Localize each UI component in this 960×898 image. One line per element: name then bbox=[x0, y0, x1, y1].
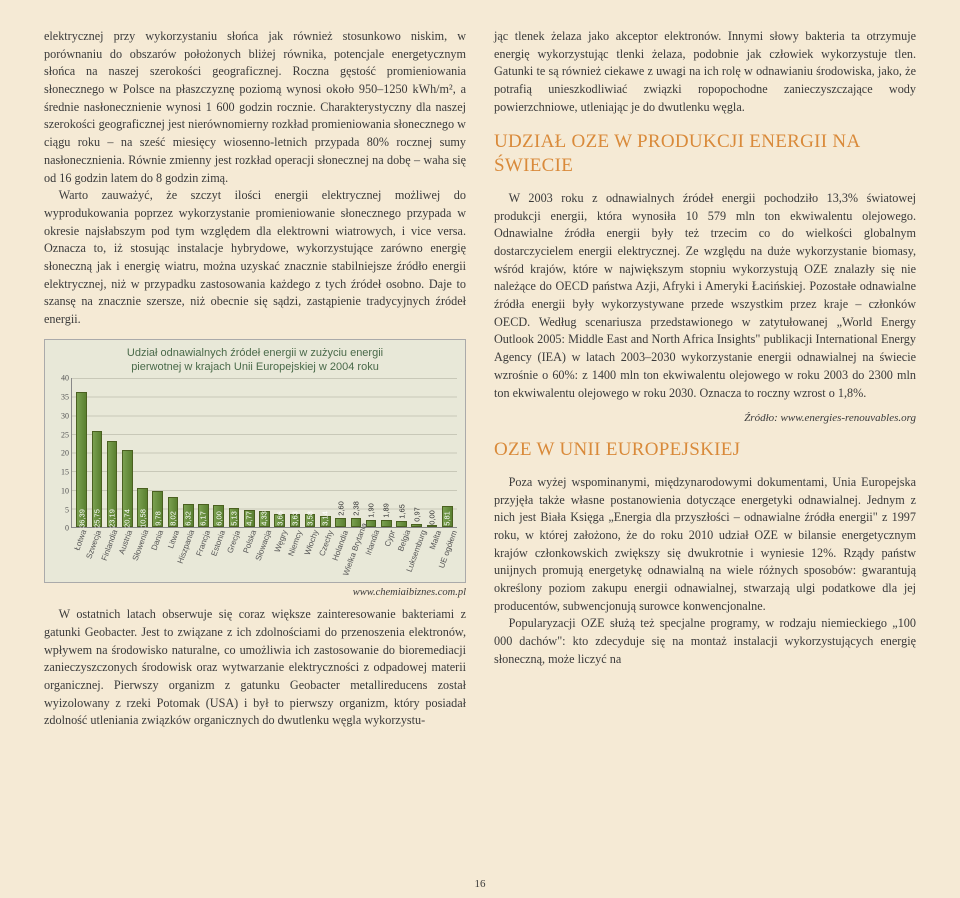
chart-bar: 6,32 bbox=[181, 378, 196, 527]
left-column: elektrycznej przy wykorzystaniu słońca j… bbox=[44, 28, 466, 730]
chart-bar: 3,66 bbox=[272, 378, 287, 527]
chart-bar: 0,00 bbox=[424, 378, 439, 527]
chart-source: www.chemiaibiznes.com.pl bbox=[44, 587, 466, 598]
chart-bar: 3,58 bbox=[303, 378, 318, 527]
chart-bar: 36,39 bbox=[74, 378, 89, 527]
chart-bar: 3,63 bbox=[287, 378, 302, 527]
chart-bar: 20,74 bbox=[120, 378, 135, 527]
chart-x-labels: ŁotwaSzwecjaFinlandiaAustriaSłoweniaDani… bbox=[71, 528, 457, 578]
chart-bar: 1,90 bbox=[363, 378, 378, 527]
chart-bar: 1,89 bbox=[379, 378, 394, 527]
chart-bar: 2,60 bbox=[333, 378, 348, 527]
chart-bar: 5,13 bbox=[226, 378, 241, 527]
chart-bars: 36,3925,7523,1920,7410,589,788,026,326,1… bbox=[72, 378, 457, 527]
chart-bar: 10,58 bbox=[135, 378, 150, 527]
chart-bar: 1,65 bbox=[394, 378, 409, 527]
page-number: 16 bbox=[475, 878, 486, 890]
chart-bar: 2,38 bbox=[348, 378, 363, 527]
para-left-1: elektrycznej przy wykorzystaniu słońca j… bbox=[44, 28, 466, 187]
chart-y-axis: 0510152025303540 bbox=[53, 378, 71, 528]
para-right-1: jąc tlenek żelaza jako akceptor elektron… bbox=[494, 28, 916, 116]
para-right-4: Popularyzacji OZE służą też specjalne pr… bbox=[494, 615, 916, 668]
chart-bar: 6,17 bbox=[196, 378, 211, 527]
chart-bar: 25,75 bbox=[89, 378, 104, 527]
chart-title: Udział odnawialnych źródeł energii w zuż… bbox=[53, 346, 457, 375]
para-right-2: W 2003 roku z odnawialnych źródeł energi… bbox=[494, 190, 916, 402]
chart-bar: 3,14 bbox=[318, 378, 333, 527]
chart-bar: 23,19 bbox=[104, 378, 119, 527]
heading-udzial: UDZIAŁ OZE W PRODUKCJI ENERGII NA ŚWIECI… bbox=[494, 130, 916, 178]
chart-bars-region: 36,3925,7523,1920,7410,589,788,026,326,1… bbox=[71, 378, 457, 528]
para-right-3: Poza wyżej wspominanymi, międzynarodowym… bbox=[494, 474, 916, 616]
chart-bar: 8,02 bbox=[165, 378, 180, 527]
chart-bar: 5,81 bbox=[440, 378, 455, 527]
chart-container: Udział odnawialnych źródeł energii w zuż… bbox=[44, 339, 466, 584]
para-left-2: Warto zauważyć, że szczyt ilości energii… bbox=[44, 187, 466, 329]
chart-bar: 4,77 bbox=[242, 378, 257, 527]
chart-bar: 0,97 bbox=[409, 378, 424, 527]
right-column: jąc tlenek żelaza jako akceptor elektron… bbox=[494, 28, 916, 730]
chart-bar: 9,78 bbox=[150, 378, 165, 527]
chart-bar: 6,00 bbox=[211, 378, 226, 527]
chart-bar: 4,33 bbox=[257, 378, 272, 527]
source-line: Źródło: www.energies-renouvables.org bbox=[494, 412, 916, 424]
heading-oze-ue: OZE W UNII EUROPEJSKIEJ bbox=[494, 438, 916, 462]
para-left-3: W ostatnich latach obserwuje się coraz w… bbox=[44, 606, 466, 730]
